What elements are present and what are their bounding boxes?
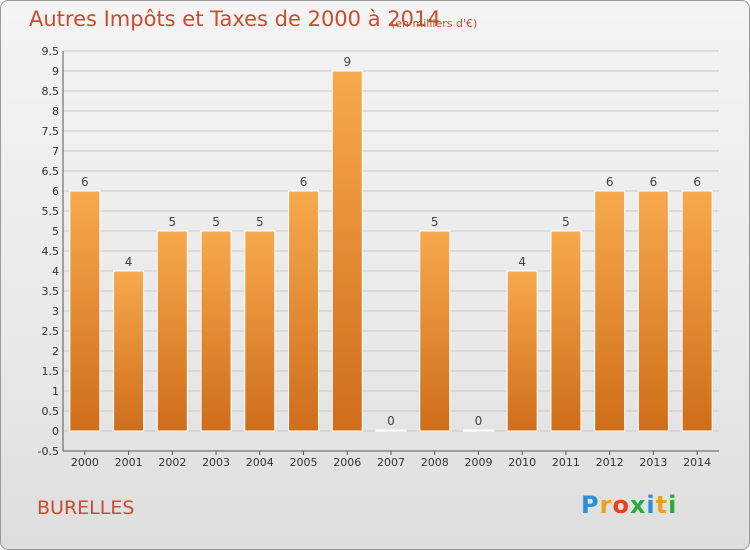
- logo-letter: t: [655, 491, 669, 519]
- bar-2011: [550, 230, 582, 432]
- x-tick-label-2002: 2002: [158, 456, 186, 469]
- y-tick-label: 9.5: [42, 45, 60, 58]
- value-label-2006: 9: [343, 55, 351, 69]
- x-tick-label-2009: 2009: [464, 456, 492, 469]
- x-tick-label-2014: 2014: [683, 456, 711, 469]
- bar-2007: [375, 429, 407, 432]
- logo-letter: x: [629, 491, 647, 519]
- bar-2008: [419, 230, 451, 432]
- bar-2014: [681, 190, 713, 432]
- value-label-2004: 5: [256, 215, 264, 229]
- x-tick-label-2008: 2008: [421, 456, 449, 469]
- y-tick-label: 2.5: [42, 325, 60, 338]
- value-label-2013: 6: [650, 175, 658, 189]
- chart-title: Autres Impôts et Taxes de 2000 à 2014: [29, 7, 441, 31]
- unit-label: (en milliers d'€): [391, 17, 478, 30]
- y-tick-label: 2: [52, 345, 59, 358]
- y-tick-label: 5.5: [42, 205, 60, 218]
- bar-2001: [113, 270, 145, 432]
- y-tick-label: 5: [52, 225, 59, 238]
- value-label-2007: 0: [387, 414, 395, 428]
- logo-letter: i: [646, 491, 656, 519]
- x-tick-label-2000: 2000: [71, 456, 99, 469]
- value-label-2008: 5: [431, 215, 439, 229]
- value-label-2000: 6: [81, 175, 89, 189]
- logo-letter: r: [599, 491, 613, 519]
- x-tick-label-2012: 2012: [596, 456, 624, 469]
- value-label-2003: 5: [212, 215, 220, 229]
- y-tick-label: 1: [52, 385, 59, 398]
- x-tick-label-2010: 2010: [508, 456, 536, 469]
- bar-2000: [69, 190, 101, 432]
- bar-2006: [331, 70, 363, 432]
- bar-2002: [156, 230, 188, 432]
- y-tick-label: 4.5: [42, 245, 60, 258]
- logo-letter: i: [668, 491, 678, 519]
- bar-2004: [244, 230, 276, 432]
- bar-2012: [594, 190, 626, 432]
- x-tick-label-2013: 2013: [639, 456, 667, 469]
- commune-name: BURELLES: [37, 497, 135, 519]
- bar-2003: [200, 230, 232, 432]
- y-tick-label: 6: [52, 185, 59, 198]
- y-tick-label: 4: [52, 265, 59, 278]
- value-label-2014: 6: [693, 175, 701, 189]
- x-tick-label-2007: 2007: [377, 456, 405, 469]
- logo-letter: P: [581, 491, 600, 519]
- y-tick-label: 7: [52, 145, 59, 158]
- x-tick-label-2006: 2006: [333, 456, 361, 469]
- bar-2005: [288, 190, 320, 432]
- y-tick-label: -0.5: [38, 445, 59, 458]
- value-label-2012: 6: [606, 175, 614, 189]
- x-tick-label-2004: 2004: [246, 456, 274, 469]
- y-tick-label: 8.5: [42, 85, 60, 98]
- proxiti-logo: Proxiti: [581, 491, 677, 519]
- value-label-2011: 5: [562, 215, 570, 229]
- value-label-2010: 4: [518, 255, 526, 269]
- x-tick-label-2011: 2011: [552, 456, 580, 469]
- y-tick-label: 3.5: [42, 285, 60, 298]
- x-tick-label-2003: 2003: [202, 456, 230, 469]
- logo-letter: o: [612, 491, 630, 519]
- value-label-2005: 6: [300, 175, 308, 189]
- x-tick-label-2005: 2005: [290, 456, 318, 469]
- bar-2010: [506, 270, 538, 432]
- y-tick-label: 8: [52, 105, 59, 118]
- value-label-2002: 5: [169, 215, 177, 229]
- value-label-2001: 4: [125, 255, 133, 269]
- y-tick-label: 6.5: [42, 165, 60, 178]
- y-tick-label: 0.5: [42, 405, 60, 418]
- y-tick-label: 0: [52, 425, 59, 438]
- y-tick-label: 9: [52, 65, 59, 78]
- bar-2009: [462, 429, 494, 432]
- y-tick-label: 7.5: [42, 125, 60, 138]
- value-label-2009: 0: [475, 414, 483, 428]
- x-tick-label-2001: 2001: [115, 456, 143, 469]
- y-tick-label: 3: [52, 305, 59, 318]
- y-tick-label: 1.5: [42, 365, 60, 378]
- bar-2013: [637, 190, 669, 432]
